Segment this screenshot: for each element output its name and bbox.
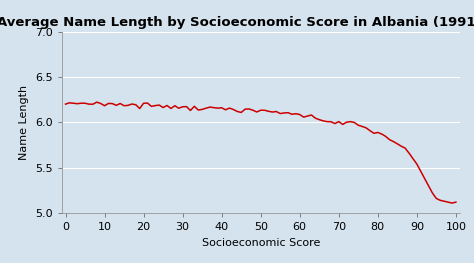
X-axis label: Socioeconomic Score: Socioeconomic Score	[201, 237, 320, 247]
Title: Average Name Length by Socioeconomic Score in Albania (1991-2008): Average Name Length by Socioeconomic Sco…	[0, 16, 474, 29]
Y-axis label: Name Length: Name Length	[19, 85, 29, 160]
